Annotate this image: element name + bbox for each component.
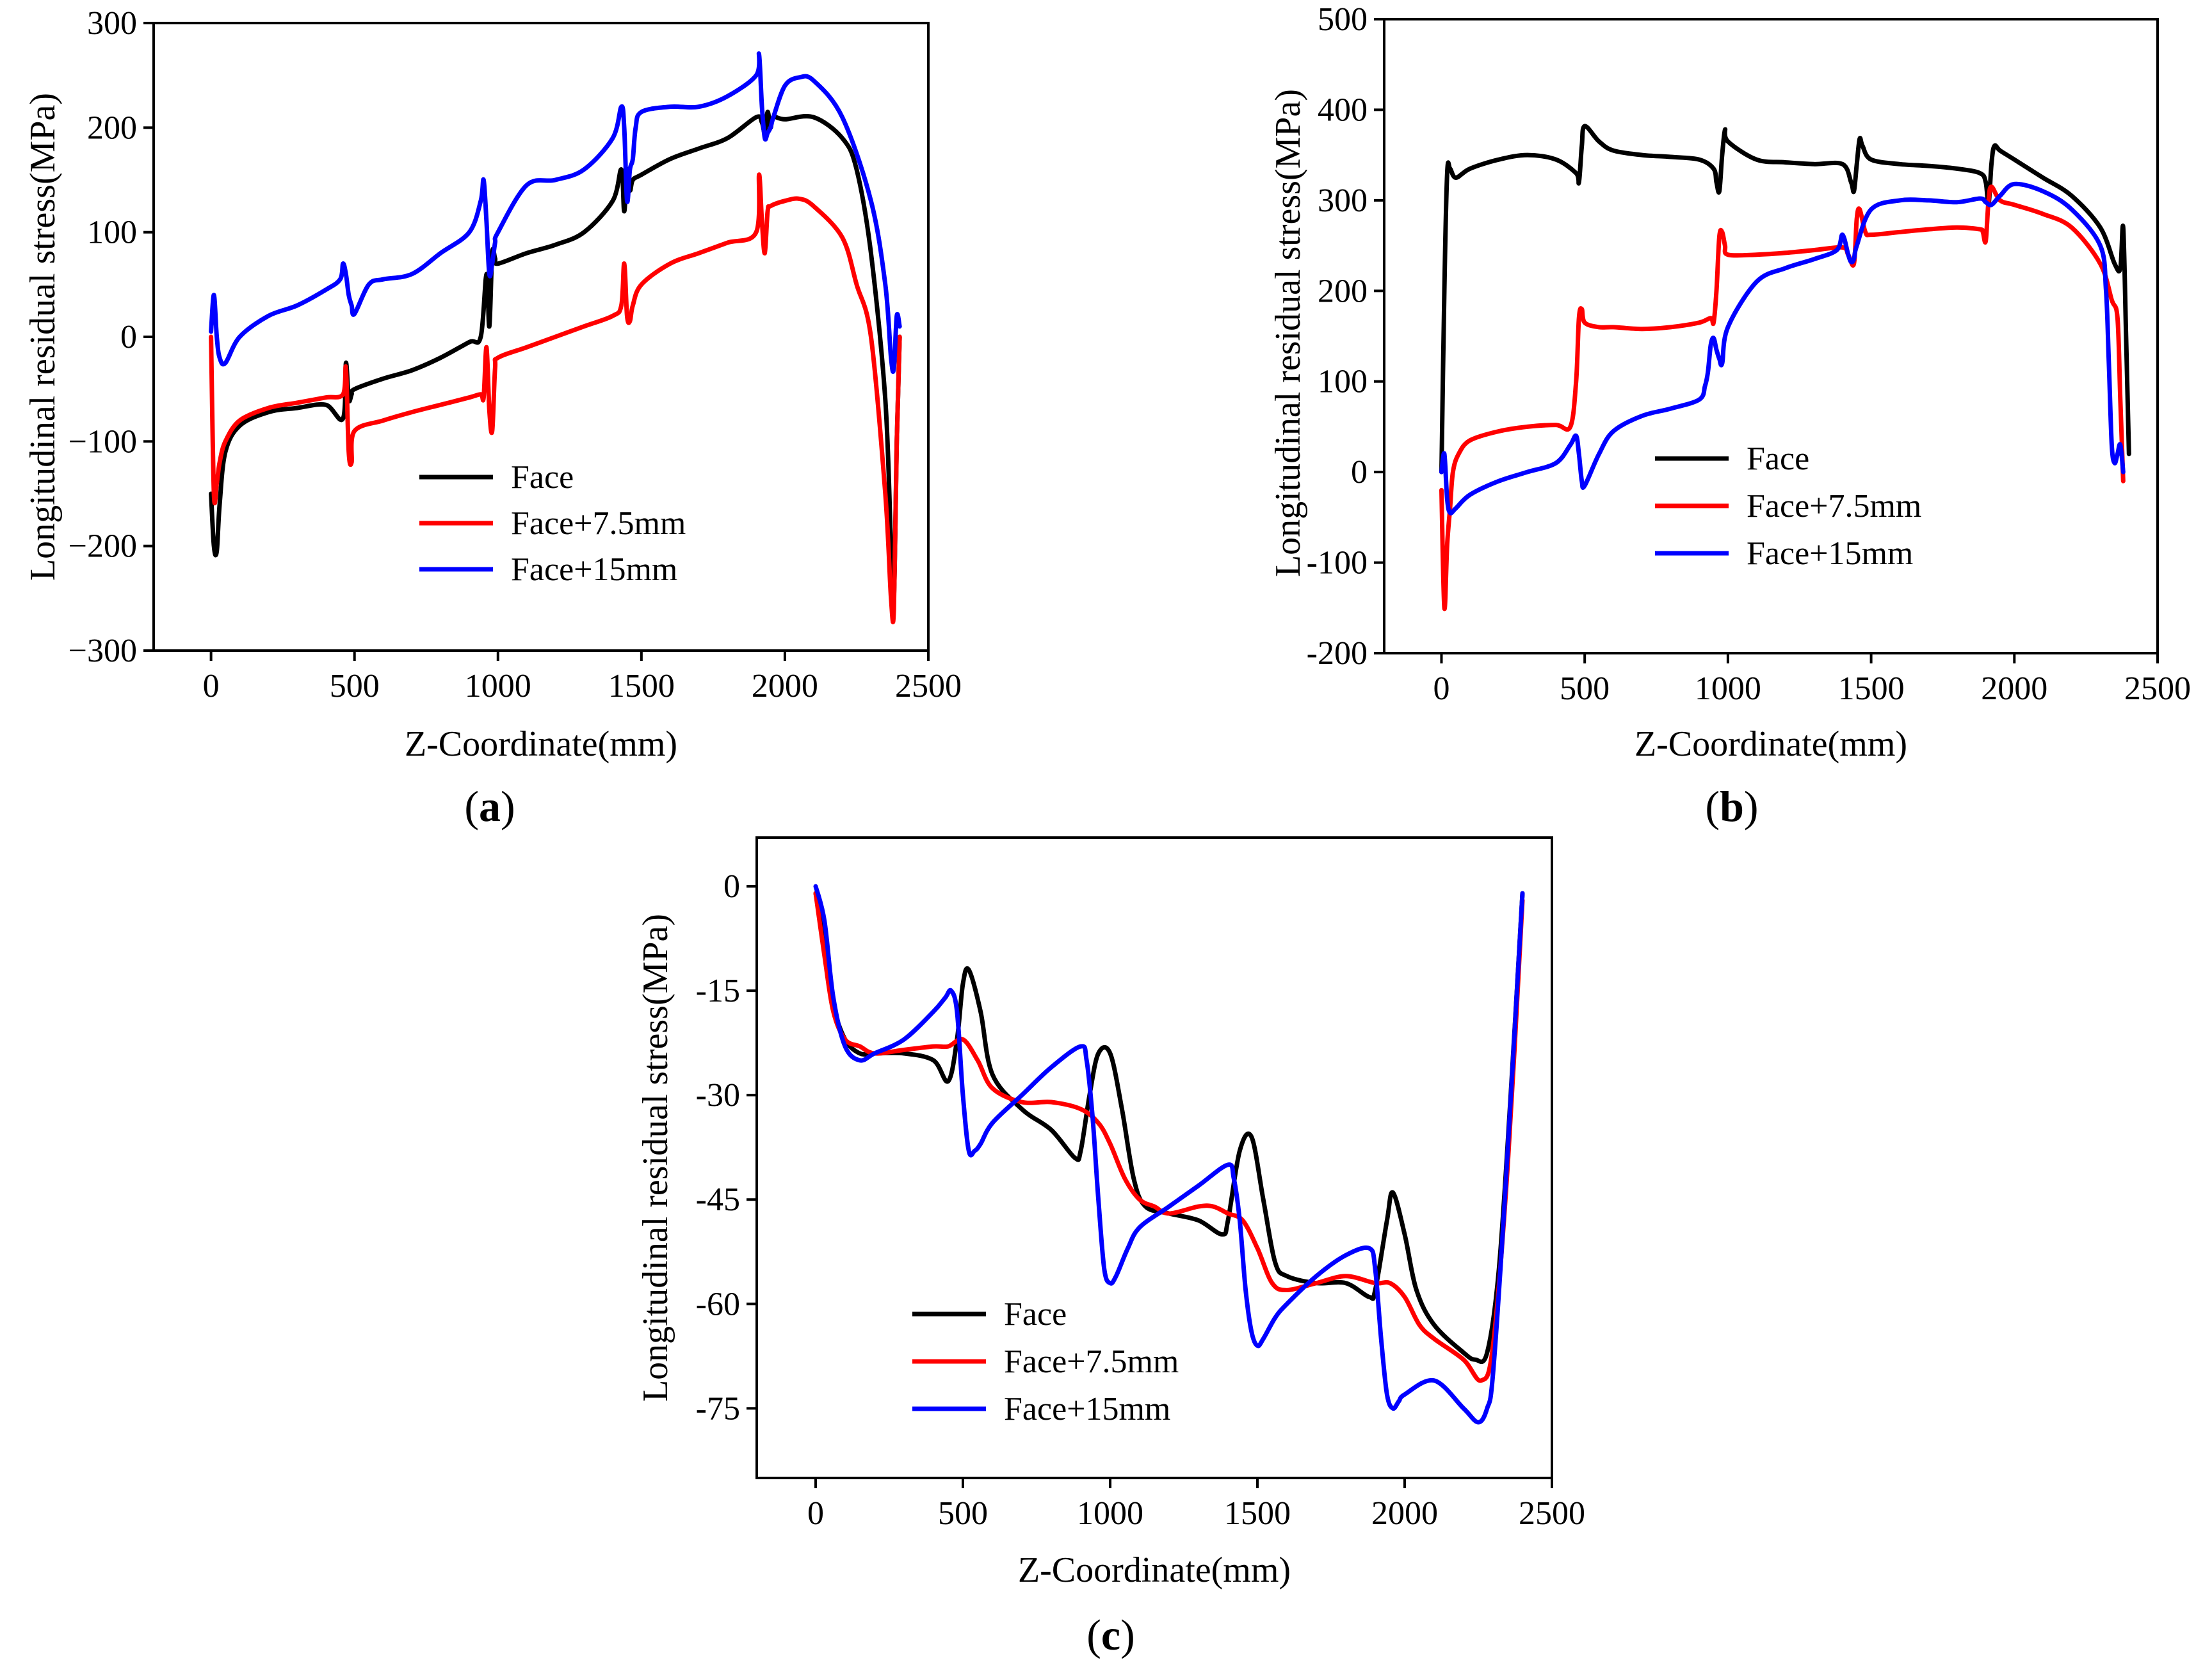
y-tick-label-c-5: -75 bbox=[696, 1390, 740, 1427]
x-tick-label-b-1: 500 bbox=[1560, 670, 1610, 707]
y-tick-label-b-4: 200 bbox=[1318, 273, 1368, 309]
x-ticks-c: 0 500 1000 1500 2000 2500 bbox=[807, 1478, 1585, 1532]
y-ticks-a: −300 −200 −100 0 100 200 300 bbox=[69, 5, 154, 669]
x-tick-label-a-1: 500 bbox=[330, 668, 380, 704]
panel-label-b-letter: b bbox=[1720, 782, 1744, 831]
y-axis-label-c: Longitudinal residual stress(MPa) bbox=[636, 914, 675, 1402]
y-tick-label-b-5: 300 bbox=[1318, 183, 1368, 219]
legend-c: Face Face+7.5mm Face+15mm bbox=[912, 1296, 1179, 1427]
x-axis-label-a: Z-Coordinate(mm) bbox=[405, 724, 677, 764]
x-tick-label-b-3: 1500 bbox=[1838, 670, 1905, 707]
x-tick-label-c-1: 500 bbox=[938, 1495, 988, 1532]
y-tick-label-a-5: 200 bbox=[87, 110, 137, 146]
series-line-b-2 bbox=[1439, 181, 2126, 515]
panel-label-b: (b) bbox=[1705, 782, 1758, 831]
x-tick-label-a-4: 2000 bbox=[752, 668, 818, 704]
y-tick-label-a-4: 100 bbox=[87, 215, 137, 251]
series-line-a-2 bbox=[209, 51, 902, 374]
y-tick-label-c-2: -30 bbox=[696, 1077, 740, 1114]
legend-label-b-0: Face bbox=[1747, 441, 1809, 477]
y-tick-label-a-3: 0 bbox=[120, 319, 137, 355]
y-tick-label-a-6: 300 bbox=[87, 5, 137, 42]
y-ticks-b: -200 -100 0 100 200 300 400 500 bbox=[1307, 1, 1384, 672]
x-ticks-b: 0 500 1000 1500 2000 2500 bbox=[1433, 653, 2191, 707]
y-tick-label-c-3: -45 bbox=[696, 1181, 740, 1218]
series-line-c-0 bbox=[813, 891, 1525, 1365]
series-line-b-0 bbox=[1439, 124, 2131, 475]
y-ticks-c: 0 -15 -30 -45 -60 -75 bbox=[696, 868, 757, 1427]
x-tick-label-b-5: 2500 bbox=[2124, 670, 2191, 707]
legend-label-c-1: Face+7.5mm bbox=[1004, 1343, 1179, 1380]
y-tick-label-b-1: -100 bbox=[1307, 545, 1368, 581]
series-lines-b bbox=[1439, 124, 2131, 612]
panel-a: 0 500 1000 1500 2000 2500 −300 −200 −100 0 100 200… bbox=[23, 5, 962, 831]
panel-label-a: (a) bbox=[464, 782, 515, 831]
x-ticks-a: 0 500 1000 1500 2000 2500 bbox=[203, 651, 962, 704]
x-tick-label-c-0: 0 bbox=[807, 1495, 824, 1532]
legend-label-a-0: Face bbox=[511, 459, 574, 496]
y-tick-label-b-7: 500 bbox=[1318, 1, 1368, 38]
y-tick-label-c-4: -60 bbox=[696, 1286, 740, 1322]
legend-a: Face Face+7.5mm Face+15mm bbox=[419, 459, 686, 588]
y-axis-label-a: Longitudinal residual stress(MPa) bbox=[23, 93, 63, 581]
x-axis-label-c: Z-Coordinate(mm) bbox=[1018, 1550, 1291, 1590]
x-tick-label-a-2: 1000 bbox=[465, 668, 531, 704]
panel-c: 0 500 1000 1500 2000 2500 0 -15 -30 -45 -60 -75 Z-… bbox=[636, 836, 1585, 1659]
series-line-c-1 bbox=[813, 891, 1525, 1383]
x-axis-label-b: Z-Coordinate(mm) bbox=[1635, 724, 1907, 764]
legend-label-b-2: Face+15mm bbox=[1747, 535, 1913, 572]
x-tick-label-c-5: 2500 bbox=[1519, 1495, 1585, 1532]
y-tick-label-b-2: 0 bbox=[1351, 454, 1368, 491]
x-tick-label-a-5: 2500 bbox=[895, 668, 962, 704]
x-tick-label-c-3: 1500 bbox=[1224, 1495, 1291, 1532]
x-tick-label-a-3: 1500 bbox=[608, 668, 675, 704]
panel-label-c-letter: c bbox=[1101, 1611, 1120, 1659]
x-tick-label-a-0: 0 bbox=[203, 668, 220, 704]
series-line-b-1 bbox=[1439, 184, 2126, 612]
panel-label-a-open: ( bbox=[464, 782, 479, 831]
panel-label-c: (c) bbox=[1086, 1611, 1135, 1659]
series-lines-a bbox=[209, 51, 902, 624]
legend-label-a-1: Face+7.5mm bbox=[511, 505, 686, 542]
panel-label-c-open: ( bbox=[1086, 1611, 1101, 1659]
plot-frame-c bbox=[755, 836, 1553, 1479]
plot-frame-b bbox=[1383, 18, 2159, 654]
x-tick-label-b-0: 0 bbox=[1433, 670, 1449, 707]
panel-label-a-close: ) bbox=[501, 782, 515, 831]
panel-label-b-open: ( bbox=[1705, 782, 1720, 831]
y-tick-label-c-0: 0 bbox=[723, 868, 740, 905]
y-tick-label-b-6: 400 bbox=[1318, 92, 1368, 128]
y-tick-label-b-0: -200 bbox=[1307, 635, 1368, 672]
series-lines-c bbox=[813, 884, 1525, 1425]
legend-label-c-2: Face+15mm bbox=[1004, 1391, 1170, 1427]
y-axis-label-b: Longitudinal residual stress(MPa) bbox=[1268, 89, 1308, 577]
series-line-a-0 bbox=[209, 110, 902, 605]
y-tick-label-b-3: 100 bbox=[1318, 364, 1368, 400]
x-tick-label-c-2: 1000 bbox=[1077, 1495, 1143, 1532]
series-line-a-1 bbox=[209, 172, 902, 624]
panel-label-a-letter: a bbox=[479, 782, 501, 831]
legend-label-b-1: Face+7.5mm bbox=[1747, 488, 1921, 524]
y-tick-label-c-1: -15 bbox=[696, 973, 740, 1009]
legend-label-a-2: Face+15mm bbox=[511, 551, 677, 588]
y-tick-label-a-1: −200 bbox=[69, 528, 137, 565]
y-tick-label-a-2: −100 bbox=[69, 423, 137, 460]
panel-label-c-close: ) bbox=[1120, 1611, 1135, 1659]
x-tick-label-b-2: 1000 bbox=[1695, 670, 1761, 707]
legend-b: Face Face+7.5mm Face+15mm bbox=[1655, 441, 1921, 572]
legend-label-c-0: Face bbox=[1004, 1296, 1067, 1333]
x-tick-label-b-4: 2000 bbox=[1981, 670, 2047, 707]
x-tick-label-c-4: 2000 bbox=[1371, 1495, 1438, 1532]
y-tick-label-a-0: −300 bbox=[69, 633, 137, 669]
panel-b: 0 500 1000 1500 2000 2500 -200 -100 0 100 200 300 4… bbox=[1268, 1, 2191, 831]
series-line-c-2 bbox=[813, 884, 1525, 1425]
panel-label-b-close: ) bbox=[1744, 782, 1759, 831]
